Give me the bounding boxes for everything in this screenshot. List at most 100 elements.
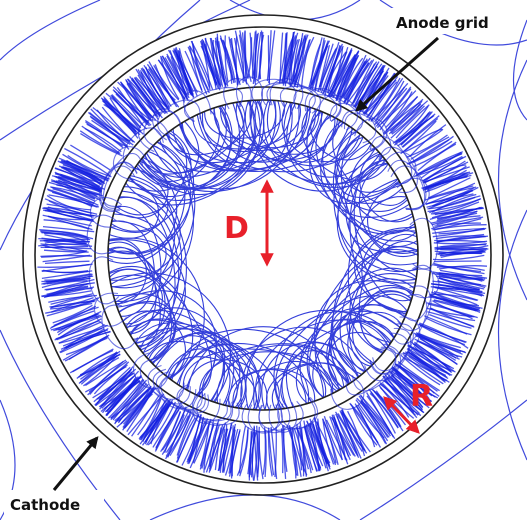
crossing-trajectory [247,404,280,434]
band-trajectory [335,413,360,459]
band-trajectory [338,61,366,102]
band-trajectory [405,357,450,383]
band-trajectory [433,240,488,245]
band-trajectory [385,91,413,129]
band-trajectory [279,32,284,83]
band-trajectory [297,428,314,471]
band-trajectory [426,174,472,191]
interior-trajectory [105,239,186,352]
band-trajectory [192,43,210,91]
interior-trajectory [166,356,257,413]
interior-trajectory [199,351,334,401]
band-trajectory [400,111,433,146]
crossing-trajectory [101,304,139,350]
band-trajectory [423,315,468,335]
stray-trajectory [359,399,527,520]
band-trajectory [432,217,482,231]
band-trajectory [176,54,190,96]
band-trajectory [52,304,93,324]
band-trajectory [388,98,424,135]
cathode-pointer-arrow [52,436,99,491]
band-trajectory [42,209,92,222]
band-trajectory [431,283,483,293]
crossing-trajectory [147,364,191,405]
band-trajectory [115,93,152,126]
band-trajectory [319,47,338,88]
band-trajectory [55,172,102,190]
band-trajectory [343,60,369,103]
band-trajectory [147,68,171,110]
crossing-trajectory [143,110,183,149]
band-trajectory [288,32,295,85]
band-trajectory [176,414,199,463]
band-trajectory [406,135,454,165]
band-trajectory [41,232,94,240]
interior-trajectory [166,96,276,164]
interior-trajectory [181,105,316,164]
band-trajectory [51,186,99,206]
band-trajectory [46,300,95,317]
band-trajectory [46,203,98,215]
crossing-trajectory [122,127,164,170]
band-trajectory [51,180,102,202]
crossing-trajectory [293,87,342,122]
crossing-trajectory [251,78,297,108]
band-trajectory [188,45,211,88]
band-trajectory [286,425,302,477]
band-trajectory [419,155,463,176]
interior-trajectory [172,107,323,172]
interior-trajectory [281,350,354,412]
band-trajectory [117,81,153,122]
interior-trajectory [108,128,192,232]
band-trajectory [209,37,222,88]
crossing-trajectory [152,368,203,410]
band-trajectory [85,121,128,148]
crossing-trajectory [235,76,263,107]
band-trajectory [118,387,152,423]
band-trajectory [433,262,482,273]
band-trajectory [247,32,252,79]
band-trajectory [314,40,326,91]
dense-trajectory-band [37,30,489,481]
band-trajectory [102,100,139,139]
interior-trajectory [213,103,308,152]
band-trajectory [52,188,94,206]
band-trajectory [131,395,160,437]
interior-trajectory [253,361,334,414]
band-trajectory [48,294,97,303]
interior-trajectory [314,248,422,394]
band-trajectory [438,265,488,270]
band-trajectory [201,38,221,91]
crossing-trajectory [409,217,438,270]
interior-trajectory [170,328,325,402]
band-trajectory [300,428,310,470]
band-trajectory [397,112,430,147]
band-trajectory [356,397,389,438]
interior-trajectory [349,273,420,356]
band-trajectory [72,348,114,373]
crossing-trajectory [88,256,120,305]
band-trajectory [374,80,405,122]
band-trajectory [254,32,259,82]
interior-trajectory [104,132,194,254]
band-trajectory [289,37,303,87]
band-trajectory [224,35,229,82]
band-trajectory [199,424,210,467]
crossing-trajectory [384,316,421,355]
interior-trajectory [271,362,351,413]
band-trajectory [139,401,171,438]
band-trajectory [44,232,86,242]
band-trajectory [437,206,482,221]
band-trajectory [108,378,144,419]
band-trajectory [189,45,203,91]
band-trajectory [340,55,359,98]
crossing-trajectory [304,88,342,122]
band-trajectory [80,357,120,385]
band-trajectory [91,119,131,145]
band-trajectory [313,417,337,466]
band-trajectory [439,250,486,257]
band-trajectory [434,260,482,263]
interior-trajectory [358,234,421,352]
crossing-trajectory [176,384,228,421]
band-trajectory [147,401,176,446]
